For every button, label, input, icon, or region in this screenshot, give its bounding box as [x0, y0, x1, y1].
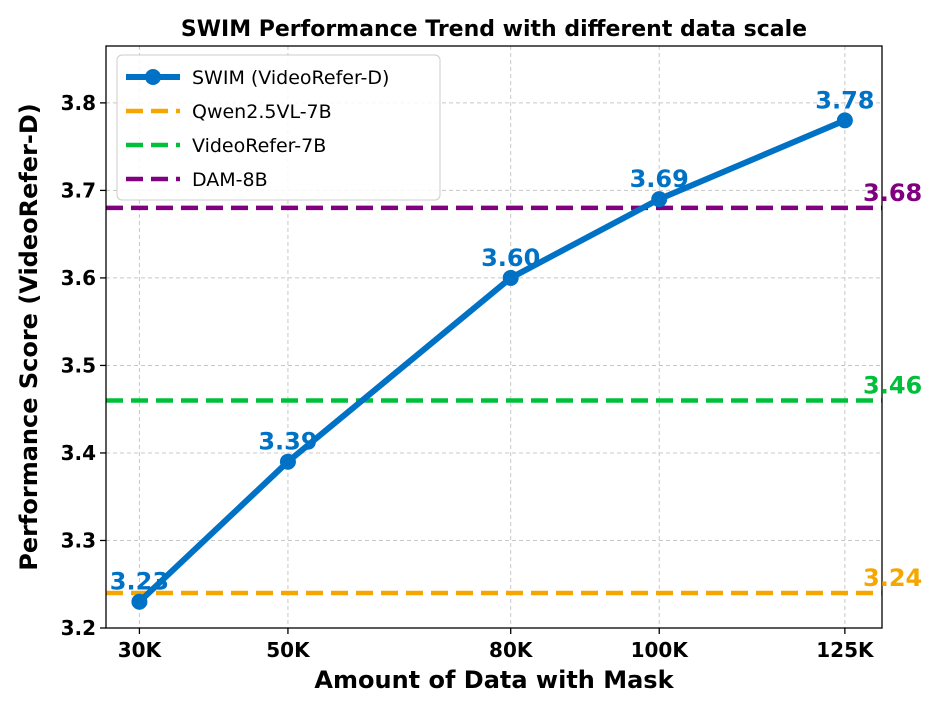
legend: SWIM (VideoRefer-D) Qwen2.5VL-7B VideoRefe…: [116, 54, 441, 201]
series-layer: [131, 112, 853, 610]
y-axis-ticks: 3.2 3.3 3.4 3.5 3.6 3.7 3.8: [61, 91, 106, 640]
baseline-value-labels: 3.24 3.46 3.68: [863, 179, 922, 592]
data-point-0-1: [279, 453, 296, 470]
legend-label-2: VideoRefer-7B: [192, 135, 326, 157]
data-label-0-1: 3.39: [258, 428, 317, 456]
data-label-0-0: 3.23: [110, 568, 169, 596]
y-tick-label-5: 3.7: [61, 178, 96, 202]
x-tick-label-2: 80K: [489, 638, 534, 662]
x-tick-label-1: 50K: [266, 638, 311, 662]
y-tick-label-4: 3.6: [61, 266, 96, 290]
plot-frame: [105, 45, 883, 629]
x-tick-label-3: 100K: [631, 638, 690, 662]
data-point-0-4: [836, 112, 853, 129]
data-point-0-0: [131, 593, 148, 610]
data-point-0-2: [502, 269, 519, 286]
x-tick-label-4: 125K: [816, 638, 875, 662]
x-axis-ticks: 30K 50K 80K 100K 125K: [118, 628, 875, 662]
baseline-value-label-1: 3.46: [863, 371, 922, 399]
legend-marker-0: [145, 69, 161, 85]
y-tick-label-6: 3.8: [61, 91, 96, 115]
data-label-0-2: 3.60: [481, 244, 540, 272]
data-labels: 3.23 3.39 3.60 3.69 3.78: [110, 86, 875, 595]
x-tick-label-0: 30K: [118, 638, 163, 662]
data-point-0-3: [651, 191, 668, 208]
baseline-value-label-2: 3.68: [863, 179, 922, 207]
y-axis-label: Performance Score (VideoRefer-D): [15, 103, 43, 571]
y-tick-label-3: 3.5: [61, 353, 96, 377]
legend-label-1: Qwen2.5VL-7B: [192, 101, 332, 123]
legend-label-3: DAM-8B: [192, 169, 268, 191]
baseline-value-label-0: 3.24: [863, 564, 922, 592]
chart-title: SWIM Performance Trend with different da…: [181, 17, 807, 42]
legend-label-0: SWIM (VideoRefer-D): [192, 67, 389, 89]
x-axis-label: Amount of Data with Mask: [314, 666, 674, 694]
data-label-0-3: 3.69: [630, 165, 689, 193]
y-tick-label-2: 3.4: [61, 441, 96, 465]
y-tick-label-1: 3.3: [61, 528, 96, 552]
baseline-lines: [106, 205, 882, 596]
legend-box: [116, 54, 441, 201]
y-tick-label-0: 3.2: [61, 616, 96, 640]
data-label-0-4: 3.78: [815, 86, 874, 114]
